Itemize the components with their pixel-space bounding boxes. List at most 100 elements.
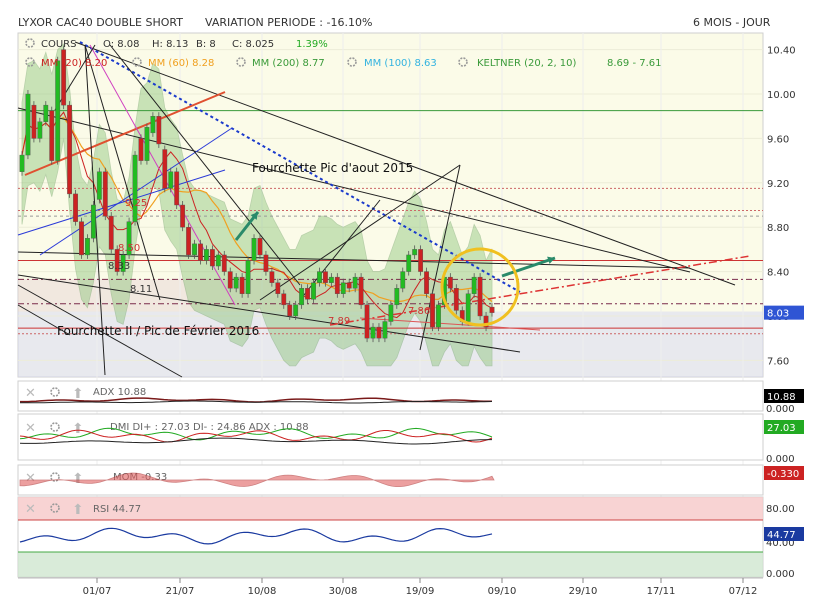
date-tick-label: 01/07 xyxy=(83,586,112,597)
candle xyxy=(221,254,227,272)
annotation-fork-feb: Fourchette II / Pic de Février 2016 xyxy=(57,324,259,338)
date-tick-label: 09/10 xyxy=(488,586,517,597)
candle xyxy=(394,288,400,306)
legend-keltner: KELTNER (20, 2, 10) xyxy=(477,58,577,69)
level-label-8-11: 8.11 xyxy=(130,284,152,295)
candle xyxy=(430,293,435,328)
candle xyxy=(239,276,245,294)
candle xyxy=(168,171,174,189)
candle xyxy=(436,304,441,328)
close-icon: ✕ xyxy=(25,421,36,436)
candle xyxy=(412,249,418,256)
gear-icon xyxy=(132,57,142,67)
candle xyxy=(251,238,257,261)
candle xyxy=(376,326,382,339)
candle xyxy=(400,271,406,289)
candle xyxy=(198,243,203,261)
candle xyxy=(424,271,429,294)
legend-high: H: 8.13 xyxy=(152,39,188,50)
mm20-line xyxy=(21,111,493,319)
date-tick-label: 17/11 xyxy=(647,586,676,597)
keltner-band xyxy=(21,43,493,367)
date-tick-label: 19/09 xyxy=(406,586,435,597)
candle xyxy=(90,204,96,239)
arrow-up-icon: ⬆ xyxy=(72,421,84,437)
candle xyxy=(85,238,90,256)
price-tick-label: 9.60 xyxy=(767,134,789,145)
candle xyxy=(418,249,424,272)
close-icon: ✕ xyxy=(25,386,36,401)
legend-mm100: MM (100) 8.63 xyxy=(364,58,437,69)
candle xyxy=(334,276,340,294)
candle xyxy=(340,282,346,294)
rsi-zero-label: 0.000 xyxy=(766,569,795,580)
candle xyxy=(269,271,275,283)
date-tick-label: 30/08 xyxy=(329,586,358,597)
arrow-up-icon: ⬆ xyxy=(72,386,84,402)
trendline-feb-2 xyxy=(17,304,71,336)
gear-icon xyxy=(25,57,35,67)
gear-icon xyxy=(458,57,468,67)
gear-icon xyxy=(347,57,357,67)
candle xyxy=(477,276,483,317)
fork-line-1 xyxy=(109,44,301,286)
period-label: 6 MOIS - JOUR xyxy=(693,16,771,29)
arrow-up-icon: ⬆ xyxy=(72,502,84,518)
level-label-8-50: 8.50 xyxy=(118,243,140,254)
candle xyxy=(358,276,364,306)
candle xyxy=(352,276,358,289)
candle xyxy=(37,121,43,139)
green-arrow-right-head xyxy=(547,256,555,264)
candle xyxy=(108,215,114,250)
legend-mm20: MM (20) 8.20 xyxy=(41,58,107,69)
candle xyxy=(96,171,102,200)
green-arrow-right xyxy=(501,256,556,278)
level-label-7-86: 7.86 xyxy=(408,306,430,317)
date-tick-label: 07/12 xyxy=(729,586,758,597)
adx-value-badge xyxy=(764,389,804,403)
mom-value-badge-label: -0.330 xyxy=(767,469,799,480)
rsi-mid-label: 40.00 xyxy=(766,538,795,549)
price-tick-label: 7.60 xyxy=(767,356,789,367)
mom-area xyxy=(19,472,495,487)
dmi-label: DMI DI+ : 27.03 DI- : 24.86 ADX : 10.88 xyxy=(110,422,309,433)
rsi-line xyxy=(19,527,493,545)
candle xyxy=(311,282,316,300)
price-tick-label: 8.40 xyxy=(767,268,789,279)
legend-close: C: 8.025 xyxy=(232,39,274,50)
candle xyxy=(31,104,37,139)
adx-panel xyxy=(17,380,764,412)
candle xyxy=(287,304,293,317)
dmi-panel xyxy=(17,413,764,461)
legend-change: 1.39% xyxy=(296,39,328,50)
candle xyxy=(49,110,55,161)
candle xyxy=(447,276,453,289)
candle xyxy=(305,288,310,300)
candle xyxy=(138,138,144,161)
candle xyxy=(382,321,388,339)
candle xyxy=(471,276,477,294)
candle xyxy=(150,116,156,134)
candle xyxy=(465,293,471,322)
gear-icon xyxy=(50,387,60,397)
date-tick-label: 29/10 xyxy=(569,586,598,597)
candle xyxy=(328,276,334,283)
red-trendline xyxy=(24,91,226,176)
candle xyxy=(55,60,61,161)
adx-label: ADX 10.88 xyxy=(93,387,146,398)
candle xyxy=(114,249,120,272)
blue-dotted-resistance xyxy=(79,41,521,293)
rsi-upper-label: 80.00 xyxy=(766,504,795,515)
price-tick-label: 10.40 xyxy=(767,46,796,57)
candle xyxy=(364,304,370,339)
dmi-value-badge-label: 27.03 xyxy=(767,423,796,434)
candle xyxy=(162,149,168,189)
candle xyxy=(120,254,126,272)
rsi-overbought-zone xyxy=(18,497,763,520)
candle xyxy=(370,326,376,339)
current-price-label: 8.03 xyxy=(767,309,789,320)
fork-line-2 xyxy=(84,44,161,301)
fork-line-5 xyxy=(259,164,461,301)
candle xyxy=(245,260,251,294)
